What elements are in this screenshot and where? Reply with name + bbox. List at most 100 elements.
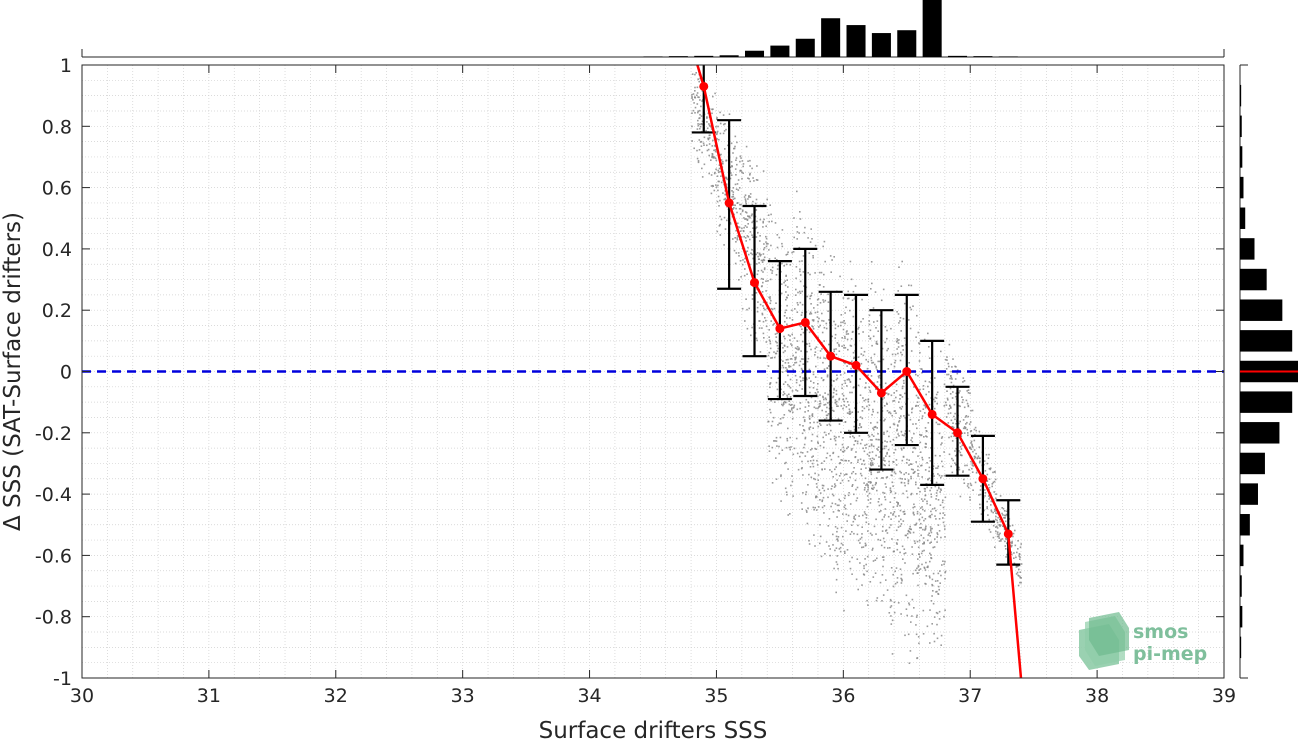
- scatter-point: [840, 472, 842, 475]
- scatter-point: [826, 367, 829, 369]
- scatter-point: [793, 406, 795, 408]
- scatter-point: [869, 338, 871, 340]
- scatter-point: [828, 365, 830, 367]
- scatter-point: [844, 508, 847, 510]
- scatter-point: [788, 393, 790, 396]
- scatter-point: [719, 111, 721, 114]
- scatter-point: [870, 422, 872, 424]
- y-tick-label: 0.2: [42, 300, 72, 322]
- scatter-point: [959, 451, 962, 454]
- scatter-point: [866, 453, 869, 456]
- scatter-point: [936, 532, 938, 534]
- scatter-point: [739, 260, 742, 262]
- scatter-point: [914, 542, 916, 544]
- scatter-point: [894, 582, 897, 585]
- scatter-point: [829, 469, 831, 471]
- scatter-point: [714, 171, 716, 174]
- scatter-point: [912, 468, 914, 471]
- scatter-point: [864, 513, 867, 515]
- scatter-point: [975, 452, 977, 455]
- scatter-point: [944, 571, 946, 574]
- scatter-point: [834, 549, 836, 552]
- scatter-point: [846, 520, 848, 522]
- scatter-point: [870, 261, 873, 263]
- scatter-point: [755, 337, 758, 340]
- scatter-point: [874, 559, 877, 561]
- scatter-point: [811, 462, 814, 465]
- scatter-point: [891, 444, 894, 446]
- scatter-point: [747, 177, 749, 179]
- scatter-point: [841, 387, 843, 390]
- scatter-point: [787, 468, 789, 470]
- scatter-point: [879, 451, 881, 453]
- scatter-point: [959, 420, 961, 423]
- scatter-point: [995, 497, 997, 500]
- scatter-point: [919, 556, 921, 558]
- scatter-point: [849, 260, 852, 263]
- scatter-point: [825, 398, 827, 401]
- scatter-point: [902, 558, 904, 560]
- scatter-point: [866, 367, 869, 370]
- scatter-point: [796, 302, 799, 304]
- scatter-point: [895, 436, 898, 439]
- scatter-point: [946, 356, 948, 358]
- scatter-point: [813, 406, 816, 409]
- scatter-point: [847, 480, 850, 482]
- scatter-point: [767, 280, 769, 282]
- scatter-point: [971, 436, 974, 438]
- scatter-point: [908, 531, 911, 533]
- scatter-point: [765, 245, 768, 248]
- scatter-point: [1016, 571, 1019, 574]
- scatter-point: [826, 452, 829, 455]
- scatter-point: [767, 395, 769, 398]
- scatter-point: [736, 237, 738, 239]
- scatter-point: [712, 95, 714, 98]
- scatter-point: [712, 156, 715, 159]
- scatter-point: [809, 313, 811, 315]
- scatter-point: [789, 448, 791, 451]
- scatter-point: [727, 144, 729, 147]
- scatter-point: [706, 117, 708, 119]
- scatter-point: [916, 657, 919, 659]
- scatter-point: [791, 319, 794, 321]
- scatter-point: [909, 528, 912, 530]
- scatter-point: [813, 534, 815, 536]
- scatter-point: [883, 546, 886, 549]
- scatter-point: [771, 446, 774, 449]
- scatter-point: [860, 426, 862, 429]
- scatter-point: [710, 128, 713, 130]
- scatter-point: [799, 268, 801, 271]
- scatter-point: [819, 400, 821, 402]
- scatter-point: [745, 145, 748, 148]
- scatter-point: [856, 497, 859, 499]
- scatter-point: [858, 326, 860, 329]
- scatter-point: [1005, 548, 1007, 550]
- scatter-point: [975, 429, 977, 432]
- scatter-point: [832, 391, 835, 394]
- scatter-point: [931, 595, 933, 597]
- scatter-point: [871, 457, 874, 460]
- scatter-point: [837, 455, 840, 458]
- scatter-point: [959, 454, 962, 456]
- scatter-point: [722, 114, 725, 116]
- scatter-point: [944, 496, 947, 499]
- scatter-point: [878, 511, 881, 513]
- scatter-point: [785, 401, 787, 404]
- scatter-point: [768, 249, 770, 251]
- scatter-point: [959, 495, 962, 498]
- scatter-point: [846, 365, 848, 367]
- scatter-point: [892, 573, 894, 576]
- scatter-point: [781, 371, 784, 373]
- scatter-point: [930, 496, 933, 498]
- x-tick-label: 39: [1212, 685, 1236, 707]
- scatter-point: [786, 323, 788, 326]
- scatter-point: [879, 314, 881, 317]
- scatter-point: [922, 609, 925, 612]
- scatter-point: [694, 90, 696, 92]
- scatter-point: [799, 292, 802, 294]
- scatter-point: [996, 533, 999, 535]
- scatter-point: [950, 419, 953, 422]
- mean-point: [1003, 529, 1013, 539]
- scatter-point: [794, 374, 797, 377]
- scatter-point: [934, 454, 937, 457]
